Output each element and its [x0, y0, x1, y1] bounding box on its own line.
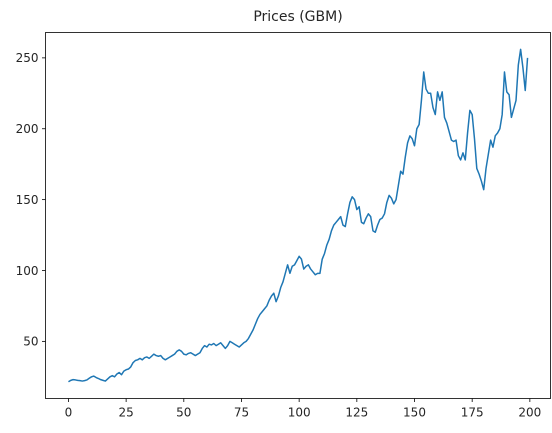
y-tick-label: 200 [16, 122, 39, 136]
series-line-0 [68, 48, 529, 383]
x-tick-label: 200 [518, 406, 541, 420]
y-tick-label: 100 [16, 264, 39, 278]
y-tick-label: 50 [23, 335, 38, 349]
x-tick-label: 100 [288, 406, 311, 420]
x-tick-label: 175 [461, 406, 484, 420]
chart-title: Prices (GBM) [253, 9, 342, 25]
x-tick-label: 75 [234, 406, 249, 420]
x-axis: 0 25 50 75 100 125 150 175 200 [65, 398, 541, 420]
y-tick-label: 150 [16, 193, 39, 207]
y-axis: 50 100 150 200 250 [16, 51, 46, 349]
x-tick-label: 125 [345, 406, 368, 420]
x-tick-label: 150 [403, 406, 426, 420]
y-tick-label: 250 [16, 51, 39, 65]
x-tick-label: 25 [118, 406, 133, 420]
x-tick-label: 0 [65, 406, 73, 420]
x-tick-label: 50 [176, 406, 191, 420]
plot-frame [45, 32, 551, 399]
